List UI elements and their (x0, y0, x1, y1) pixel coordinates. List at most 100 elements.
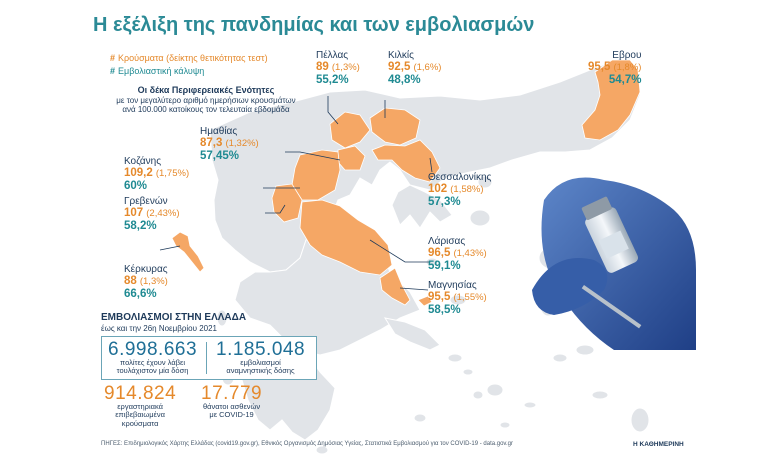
region-coverage: 48,8% (388, 73, 421, 86)
region-name: Γρεβενών (124, 196, 168, 207)
region-cases: 87,3 (200, 137, 223, 149)
regions-note-heading: Οι δέκα Περιφερειακές Ενότητες (137, 85, 275, 95)
region-coverage: 58,5% (428, 303, 461, 316)
regions-note: Οι δέκα Περιφερειακές Ενότητες με τον με… (96, 85, 316, 115)
region-shape-pella (329, 111, 371, 149)
leader-pella (327, 96, 339, 125)
stat-desc-line: επιβεβαιωμένα (115, 410, 165, 420)
stat-desc-line: πολίτες έχουν λάβει (120, 358, 186, 367)
glove-finger (532, 258, 608, 315)
region-coverage: 58,2% (124, 219, 157, 232)
region-name: Μαγνησίας (428, 280, 477, 291)
region-label-pellas: Πέλλας 89 (1,3%) 55,2% (316, 50, 360, 86)
legend-coverage: # Εμβολιαστική κάλυψη (110, 66, 204, 76)
vaccination-stats-box: 6.998.663 πολίτες έχουν λάβει τουλάχιστον… (101, 336, 317, 380)
thasos-land (477, 175, 493, 189)
region-label-kerkyra: Κέρκυρας 88 (1,3%) 66,6% (124, 264, 168, 300)
leader-larisa (369, 239, 430, 263)
stat-desc-line: αναμνηστικής δόσης (226, 366, 295, 376)
region-positivity: (1,32%) (225, 138, 259, 149)
legend-coverage-label: Εμβολιαστική κάλυψη (118, 66, 205, 76)
region-cases: 95,5 (588, 61, 611, 73)
vaccine-vial (581, 196, 639, 273)
region-shape-kerkyra (171, 231, 205, 273)
region-positivity: (2,43%) (146, 208, 180, 219)
region-coverage: 54,7% (608, 73, 642, 86)
stat-desc-line: τουλάχιστον μία δόση (116, 366, 189, 376)
leader-kerkyra (159, 245, 181, 251)
region-coverage: 60% (124, 179, 148, 192)
sources-credit: ΠΗΓΕΣ: Επιδημιολογικός Χάρτης Ελλάδας (c… (101, 441, 513, 447)
region-label-kozani: Κοζάνης 109,2 (1,75%) 60% (124, 156, 189, 192)
stat-value: 6.998.663 (108, 339, 198, 360)
region-name: Θεσσαλονίκης (428, 172, 492, 183)
leader-imathia (285, 151, 341, 161)
andros-land (447, 353, 463, 363)
region-shape-larisa (299, 199, 393, 276)
page-title: Η εξέλιξη της πανδημίας και των εμβολιασ… (93, 14, 535, 36)
milos-land (413, 413, 427, 423)
stat-lab-cases: 914.824 εργαστηριακά επιβεβαιωμένα κρούσμα… (104, 384, 176, 428)
highlighted-regions (171, 59, 641, 307)
region-name: Εβρου (612, 50, 642, 61)
region-cases: 102 (428, 183, 448, 195)
region-shape-magnisia (379, 267, 433, 307)
region-positivity: (1,55%) (453, 292, 487, 303)
kythira-land (315, 445, 329, 455)
region-positivity: (1,3%) (139, 276, 168, 287)
region-positivity: (1,75%) (155, 168, 190, 179)
region-name: Κέρκυρας (124, 264, 168, 275)
region-coverage: 57,3% (428, 195, 461, 208)
leader-thessaloniki (429, 157, 433, 173)
syringe-needle (581, 285, 642, 329)
santorini-land (499, 421, 511, 429)
region-cases: 89 (316, 61, 329, 73)
region-cases: 107 (124, 207, 144, 219)
tinos-land (462, 368, 474, 376)
leader-grevena (265, 204, 286, 214)
vaccination-subheading: έως και την 26η Νοεμβρίου 2021 (101, 324, 217, 333)
region-label-thessaloniki: Θεσσαλονίκης 102 (1,58%) 57,3% (428, 172, 491, 208)
leader-magnisia (399, 287, 429, 291)
chalkidiki-land (391, 184, 453, 229)
region-shape-grevena (271, 183, 303, 223)
lefkada-land (216, 309, 228, 327)
region-label-larisa: Λάρισας 96,5 (1,43%) 59,1% (428, 236, 487, 272)
region-coverage: 57,45% (200, 149, 240, 162)
region-coverage: 55,2% (316, 73, 349, 86)
region-label-imathia: Ημαθίας 87,3 (1,32%) 57,45% (200, 126, 259, 162)
region-name: Κιλκίς (388, 50, 414, 61)
region-cases: 109,2 (124, 167, 153, 179)
region-coverage: 66,6% (124, 287, 157, 300)
region-name: Κοζάνης (124, 156, 162, 167)
region-name: Λάρισας (428, 236, 466, 247)
region-positivity: (1,3%) (331, 62, 360, 73)
stat-desc-line: εμβολιασμοί (240, 358, 281, 367)
vaccine-photo (532, 177, 696, 350)
stat-value: 914.824 (104, 383, 177, 404)
region-name: Πέλλας (316, 50, 349, 61)
region-positivity: (1,43%) (453, 248, 487, 259)
region-shape-evros (581, 59, 641, 141)
evia-land (383, 317, 441, 351)
region-label-kilkis: Κιλκίς 92,5 (1,6%) 48,8% (388, 50, 441, 86)
stat-desc-line: θάνατοι ασθενών (202, 402, 261, 411)
region-coverage: 59,1% (428, 259, 461, 272)
region-cases: 96,5 (428, 247, 451, 259)
region-positivity: (1,6%) (413, 62, 442, 73)
region-label-grevena: Γρεβενών 107 (2,43%) 58,2% (124, 196, 180, 232)
region-shape-thessaloniki (371, 139, 441, 183)
stat-description: εμβολιασμοί αναμνηστικής δόσης (216, 358, 305, 376)
region-cases: 88 (124, 275, 137, 287)
amorgos-land (523, 401, 537, 409)
skyros-land (449, 294, 467, 306)
hash-icon: # (110, 66, 116, 76)
region-positivity: (1,8%) (613, 62, 642, 73)
kos-land (591, 390, 609, 400)
paros-land (472, 390, 484, 400)
samos-land (575, 344, 595, 356)
stat-description: πολίτες έχουν λάβει τουλάχιστον μία δόση (108, 358, 197, 376)
stat-booster: 1.185.048 εμβολιασμοί αναμνηστικής δόσης (216, 340, 305, 376)
region-label-magnisia: Μαγνησίας 95,5 (1,55%) 58,5% (428, 280, 487, 316)
region-name: Ημαθίας (200, 126, 238, 137)
